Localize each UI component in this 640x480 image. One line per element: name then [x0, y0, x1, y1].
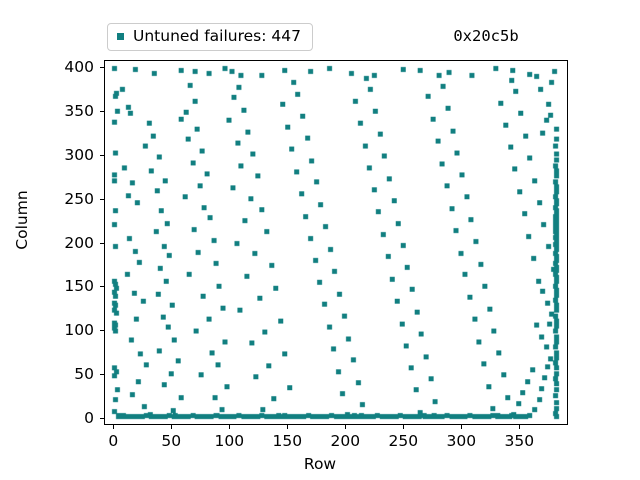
y-tick-label: 250	[64, 189, 94, 208]
x-tick-label: 300	[446, 432, 477, 450]
y-tick-mark	[100, 330, 104, 332]
plot-title: 0x20c5b	[453, 27, 519, 45]
y-tick-mark	[100, 198, 104, 200]
x-tick-mark	[403, 425, 405, 429]
y-tick-label: 200	[64, 233, 94, 252]
x-tick-label: 250	[388, 432, 419, 450]
x-tick-mark	[171, 425, 173, 429]
plot-area[interactable]	[104, 60, 568, 425]
legend-label: Untuned failures: 447	[133, 27, 301, 45]
y-tick-mark	[100, 242, 104, 244]
x-tick-label: 0	[108, 432, 119, 450]
x-tick-label: 350	[504, 432, 535, 450]
y-tick-label: 150	[64, 277, 94, 296]
y-tick-mark	[100, 286, 104, 288]
y-tick-mark	[100, 417, 104, 420]
x-tick-label: 200	[330, 432, 361, 450]
x-tick-mark	[461, 425, 463, 429]
y-tick-label: 400	[64, 58, 94, 77]
y-tick-mark	[100, 154, 104, 156]
x-tick-mark	[287, 425, 289, 429]
scatter-points-layer	[105, 61, 567, 424]
x-tick-label: 150	[272, 432, 303, 450]
y-axis-label: Column	[13, 190, 31, 250]
chart-legend[interactable]: Untuned failures: 447	[107, 23, 313, 51]
y-tick-label: 0	[84, 408, 94, 427]
y-tick-label: 50	[74, 365, 94, 384]
x-tick-label: 100	[214, 432, 245, 450]
x-axis-label: Row	[303, 455, 337, 473]
y-tick-mark	[100, 110, 104, 112]
x-tick-mark	[113, 425, 115, 429]
x-tick-mark	[229, 425, 231, 429]
legend-swatch-icon	[117, 33, 124, 41]
y-tick-label: 300	[64, 145, 94, 164]
y-tick-label: 100	[64, 321, 94, 340]
x-tick-mark	[345, 425, 347, 429]
y-tick-mark	[100, 374, 104, 376]
y-tick-mark	[100, 67, 104, 69]
x-tick-label: 50	[161, 432, 182, 450]
y-tick-label: 350	[64, 101, 94, 120]
x-tick-mark	[519, 425, 521, 429]
